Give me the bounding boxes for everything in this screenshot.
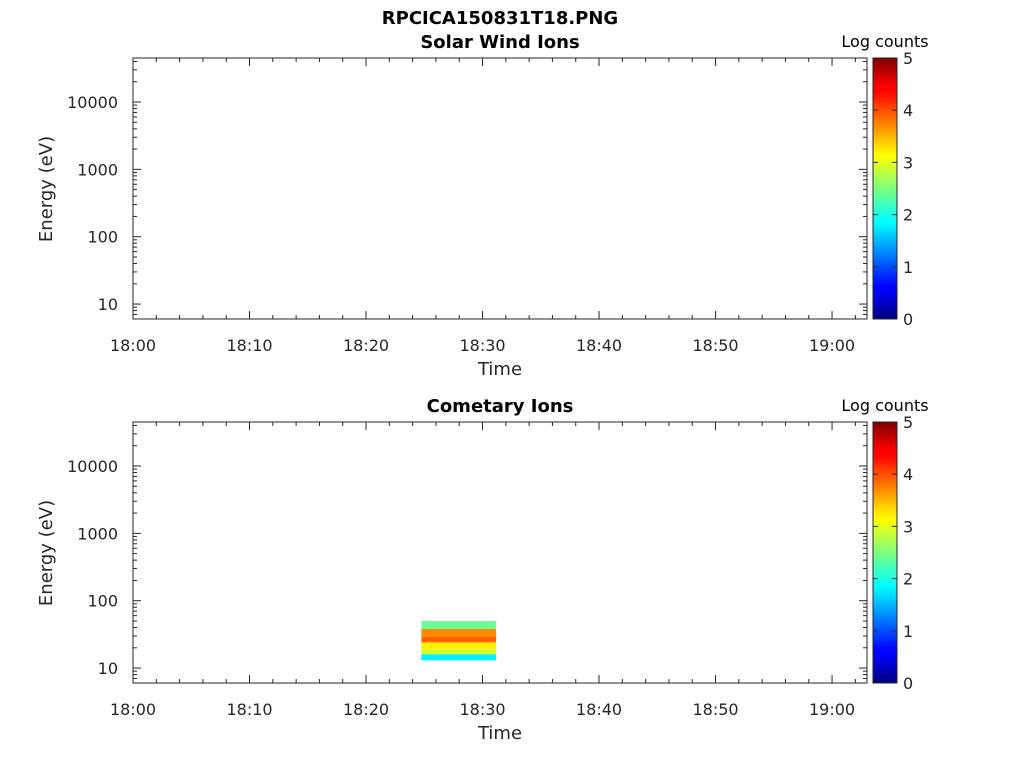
x-axis-ticks: 18:00 18:10 18:20 18:30 18:40 18:50 19:00 xyxy=(110,58,856,355)
colorbar xyxy=(872,57,898,320)
y-tick-label: 1000 xyxy=(77,524,118,543)
heatmap-cell xyxy=(421,620,497,630)
panel-title: Cometary Ions xyxy=(427,396,574,417)
colorbar-ticks: 0 1 2 3 4 5 xyxy=(873,49,913,329)
panel-solar-wind-ions: Solar Wind Ions 18:00 18:10 18:20 18:30 18:4… xyxy=(36,32,929,380)
colorbar-tick-label: 4 xyxy=(903,465,913,484)
heatmap-cell xyxy=(421,629,497,637)
x-tick-label: 18:50 xyxy=(692,336,738,355)
colorbar-tick-label: 4 xyxy=(903,101,913,120)
colorbar-label: Log counts xyxy=(841,396,928,415)
x-tick-label: 18:40 xyxy=(576,336,622,355)
colorbar-tick-label: 0 xyxy=(903,310,913,329)
heatmap-cell xyxy=(421,654,497,661)
plot-area xyxy=(132,421,868,684)
x-tick-label: 18:00 xyxy=(110,336,156,355)
colorbar-tick-label: 2 xyxy=(903,570,913,589)
y-axis-label: Energy (eV) xyxy=(36,500,57,606)
panel-cometary-ions: Cometary Ions 18:00 18:10 18:20 18:30 18:40 1… xyxy=(36,396,929,744)
colorbar-ticks: 0 1 2 3 4 5 xyxy=(873,413,913,693)
figure-title: RPCICA150831T18.PNG xyxy=(382,8,618,29)
heatmap-data xyxy=(421,620,497,661)
x-tick-label: 18:30 xyxy=(459,336,505,355)
x-tick-label: 19:00 xyxy=(809,700,855,719)
plot-area xyxy=(132,57,868,320)
y-tick-label: 10000 xyxy=(67,457,118,476)
colorbar-tick-label: 3 xyxy=(903,517,913,536)
colorbar xyxy=(872,421,898,684)
colorbar-tick-label: 0 xyxy=(903,674,913,693)
panel-title: Solar Wind Ions xyxy=(420,32,579,53)
y-tick-label: 100 xyxy=(87,228,118,247)
colorbar-tick-label: 1 xyxy=(903,622,913,641)
colorbar-tick-label: 3 xyxy=(903,153,913,172)
x-axis-label: Time xyxy=(477,723,522,744)
y-axis-label: Energy (eV) xyxy=(36,136,57,242)
y-tick-label: 1000 xyxy=(77,160,118,179)
heatmap-cell xyxy=(421,636,497,643)
heatmap-cell xyxy=(421,642,497,650)
colorbar-tick-label: 5 xyxy=(903,49,913,68)
y-tick-label: 10 xyxy=(98,295,118,314)
heatmap-cell xyxy=(421,649,497,655)
y-axis-ticks: 10 100 1000 10000 xyxy=(67,60,867,320)
y-axis-ticks: 10 100 1000 10000 xyxy=(67,424,867,684)
x-tick-label: 18:20 xyxy=(343,336,389,355)
x-tick-label: 18:40 xyxy=(576,700,622,719)
x-tick-label: 19:00 xyxy=(809,336,855,355)
x-axis-label: Time xyxy=(477,359,522,380)
x-tick-label: 18:30 xyxy=(459,700,505,719)
x-tick-label: 18:00 xyxy=(110,700,156,719)
x-tick-label: 18:50 xyxy=(692,700,738,719)
x-axis-ticks: 18:00 18:10 18:20 18:30 18:40 18:50 19:00 xyxy=(110,422,856,719)
colorbar-tick-label: 1 xyxy=(903,258,913,277)
x-tick-label: 18:20 xyxy=(343,700,389,719)
x-tick-label: 18:10 xyxy=(226,700,272,719)
colorbar-tick-label: 2 xyxy=(903,206,913,225)
x-tick-label: 18:10 xyxy=(226,336,272,355)
y-tick-label: 100 xyxy=(87,592,118,611)
y-tick-label: 10000 xyxy=(67,93,118,112)
colorbar-tick-label: 5 xyxy=(903,413,913,432)
y-tick-label: 10 xyxy=(98,659,118,678)
colorbar-label: Log counts xyxy=(841,32,928,51)
